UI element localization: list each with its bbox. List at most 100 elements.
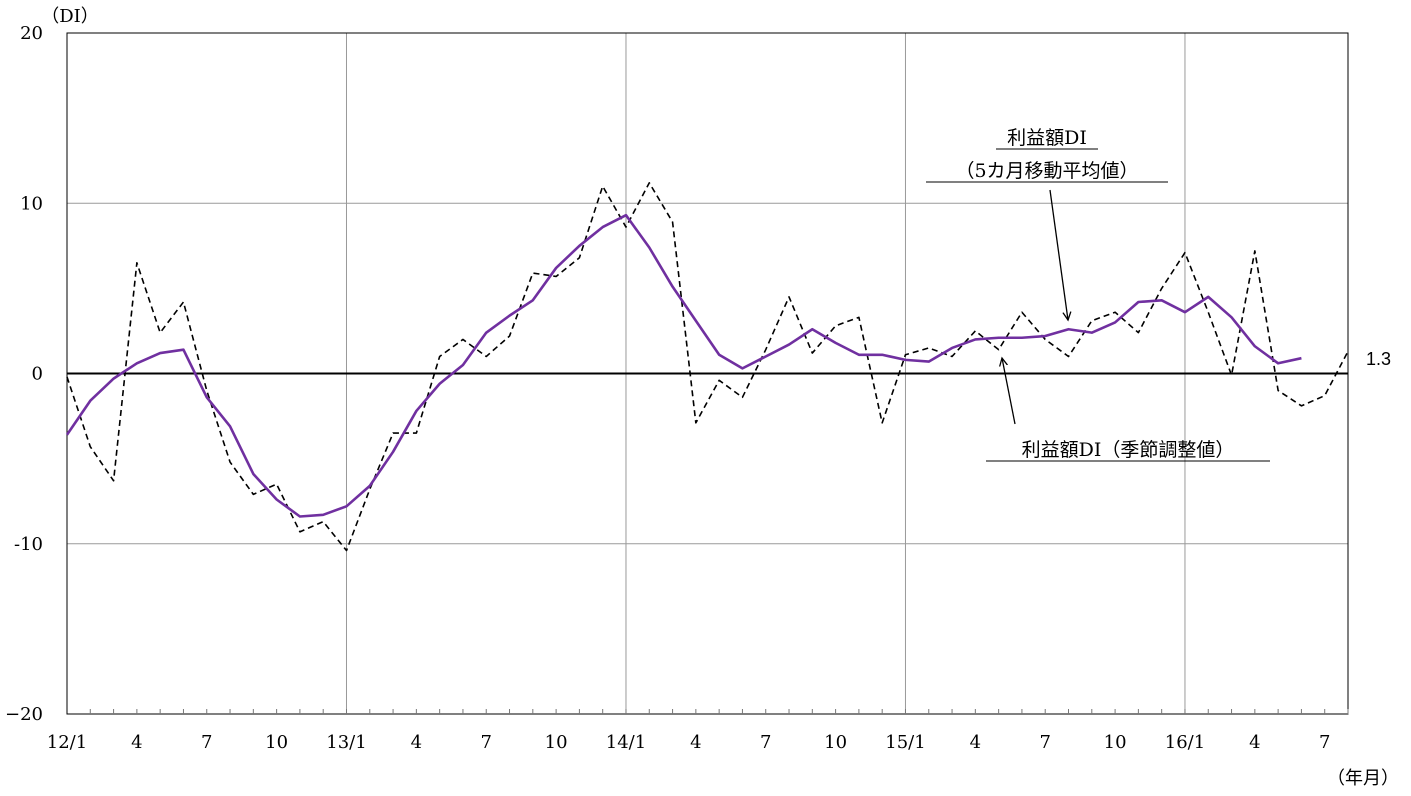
data-point <box>625 226 626 227</box>
sa-series-arrow <box>1002 358 1016 425</box>
x-tick-label: 16/1 <box>1165 732 1205 753</box>
data-point <box>532 272 533 273</box>
data-point <box>1161 288 1162 289</box>
data-point <box>416 410 417 411</box>
data-point <box>812 352 813 353</box>
data-point <box>299 516 300 517</box>
ma-series-label-line2: （5カ月移動平均値） <box>955 160 1138 182</box>
x-tick-label: 4 <box>1249 732 1260 753</box>
series-line-solid <box>65 213 1302 518</box>
data-point <box>951 347 952 348</box>
data-point <box>1347 351 1348 352</box>
data-point <box>556 267 557 268</box>
data-point <box>346 506 347 507</box>
data-point <box>625 215 626 216</box>
data-point <box>253 494 254 495</box>
data-point <box>206 397 207 398</box>
data-point <box>765 349 766 350</box>
data-point <box>66 376 67 377</box>
x-tick-label: 13/1 <box>326 732 366 753</box>
data-point <box>1231 317 1232 318</box>
data-point <box>882 354 883 355</box>
data-point <box>788 344 789 345</box>
y-tick-label: 0 <box>32 364 43 385</box>
x-tick-label: 15/1 <box>885 732 925 753</box>
data-point <box>1161 300 1162 301</box>
data-point <box>299 531 300 532</box>
data-point <box>113 378 114 379</box>
data-point <box>602 226 603 227</box>
data-point <box>323 521 324 522</box>
x-tick-label: 10 <box>545 732 568 753</box>
data-point <box>1184 252 1185 253</box>
data-point <box>462 339 463 340</box>
data-point <box>532 300 533 301</box>
data-point <box>1091 332 1092 333</box>
data-point <box>90 446 91 447</box>
data-point <box>509 315 510 316</box>
data-point <box>695 422 696 423</box>
data-point <box>160 352 161 353</box>
series-line-dashed <box>66 182 1349 552</box>
x-tick-label: 7 <box>1039 732 1050 753</box>
data-point <box>1231 375 1232 376</box>
data-point <box>719 354 720 355</box>
data-point <box>765 356 766 357</box>
ma-series-arrow <box>1049 189 1068 320</box>
data-point <box>742 368 743 369</box>
data-point <box>858 354 859 355</box>
data-point <box>1324 395 1325 396</box>
last-value-label: 1.3 <box>1366 349 1391 369</box>
series-layer <box>65 182 1349 552</box>
x-tick-label: 12/1 <box>47 732 87 753</box>
data-point <box>1091 320 1092 321</box>
data-point <box>649 182 650 183</box>
data-point <box>1114 312 1115 313</box>
data-point <box>1021 312 1022 313</box>
data-point <box>882 422 883 423</box>
data-point <box>742 397 743 398</box>
x-tick-label: 10 <box>265 732 288 753</box>
data-point <box>905 359 906 360</box>
x-tick-label: 14/1 <box>606 732 646 753</box>
data-point <box>136 262 137 263</box>
data-point <box>1068 329 1069 330</box>
data-point <box>1254 346 1255 347</box>
data-point <box>719 380 720 381</box>
data-point <box>858 317 859 318</box>
data-point <box>1208 296 1209 297</box>
data-point <box>1114 322 1115 323</box>
seasonally-adjusted-series <box>66 182 1349 552</box>
data-point <box>1138 332 1139 333</box>
data-point <box>649 247 650 248</box>
minor-ticks <box>89 709 1349 714</box>
data-point <box>136 363 137 364</box>
data-point <box>392 451 393 452</box>
data-point <box>1254 250 1255 251</box>
data-point <box>1045 339 1046 340</box>
y-axis-unit-label: （DI） <box>41 6 99 27</box>
data-point <box>812 329 813 330</box>
data-point <box>1021 337 1022 338</box>
data-point <box>695 320 696 321</box>
x-axis-unit-label: （年月） <box>1327 768 1399 789</box>
y-tick-label: −20 <box>5 704 43 725</box>
data-point <box>439 383 440 384</box>
x-axis-tick-labels: 12/1 4 7 10 13/1 4 7 10 14/1 4 7 10 15/1 4 7 10 16/1 4 7 <box>47 732 1331 753</box>
data-point <box>556 276 557 277</box>
y-tick-label: 10 <box>20 193 43 214</box>
data-point <box>1045 335 1046 336</box>
x-tick-label: 4 <box>131 732 142 753</box>
data-point <box>113 480 114 481</box>
data-point <box>1068 356 1069 357</box>
y-tick-label: -10 <box>14 534 43 555</box>
data-point <box>788 296 789 297</box>
data-point <box>1278 390 1279 391</box>
data-point <box>369 489 370 490</box>
ma-series-label-line1: 利益額DI <box>1007 127 1087 149</box>
x-tick-label: 4 <box>970 732 981 753</box>
x-tick-label: 4 <box>411 732 422 753</box>
data-point <box>486 356 487 357</box>
data-point <box>1138 301 1139 302</box>
data-point <box>276 499 277 500</box>
